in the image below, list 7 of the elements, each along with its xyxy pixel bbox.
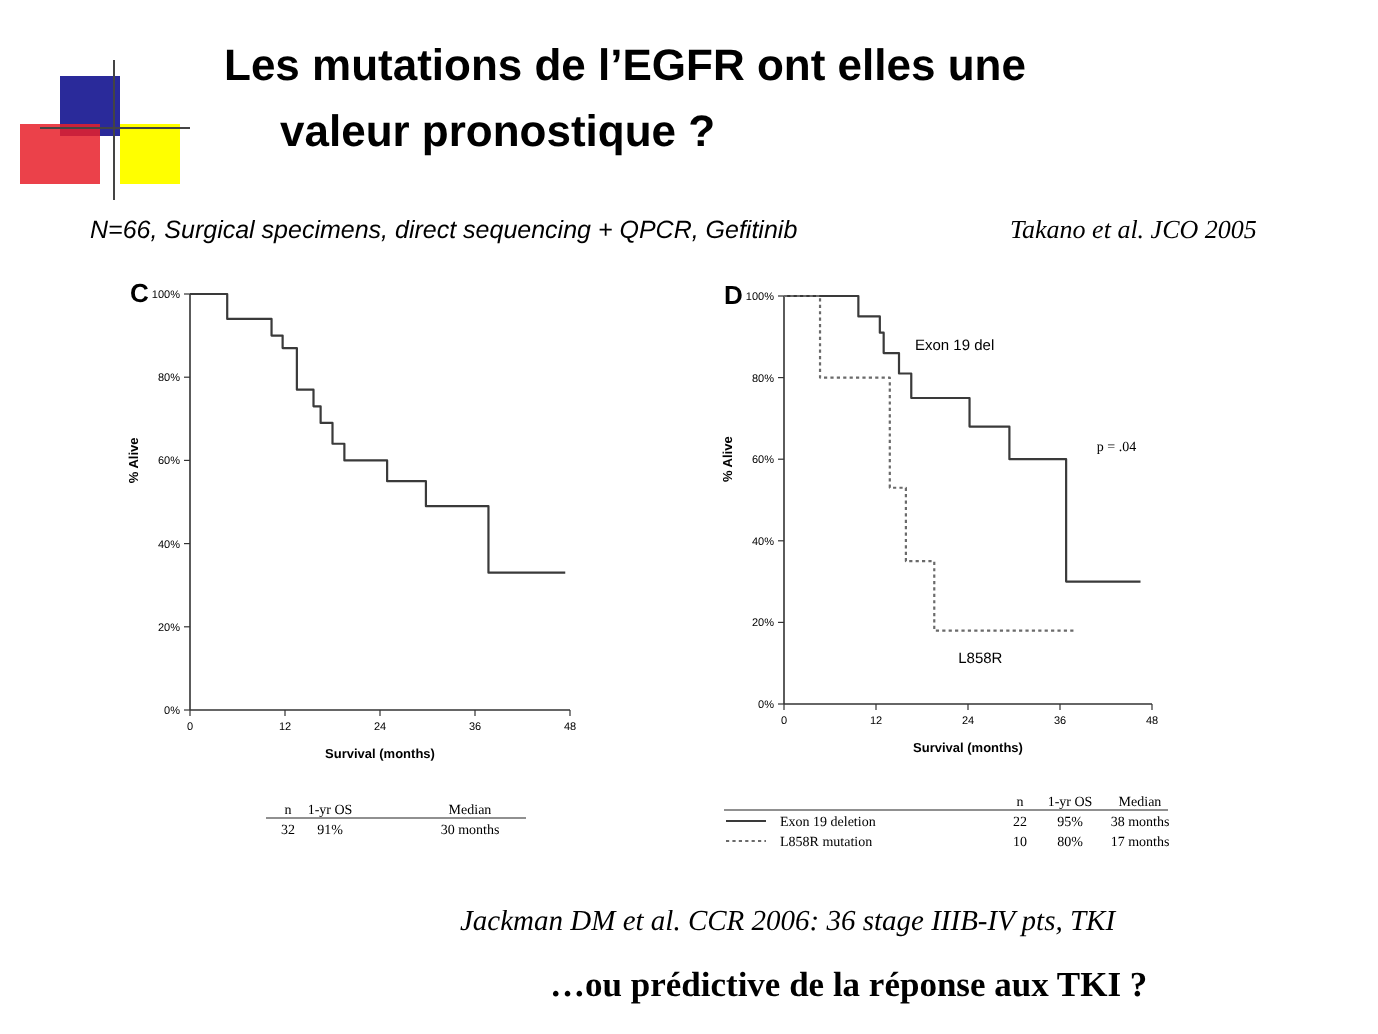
text: Takano et al. JCO 2005 (1010, 214, 1258, 244)
text: Les mutations de l’EGFR ont elles une valeur pronostique ? (224, 40, 1026, 156)
text: Jackman DM et al. CCR 2006: 36 stage IIIB-IV pts, TKI (460, 906, 1118, 938)
text: N=66, Surgical specimens, direct sequencing + QPCR, Gefitinib (90, 216, 798, 244)
chart-title: D (724, 280, 743, 310)
text: …ou prédictive de la réponse aux TKI ? (550, 964, 1148, 1004)
chart-title: C (130, 278, 150, 308)
